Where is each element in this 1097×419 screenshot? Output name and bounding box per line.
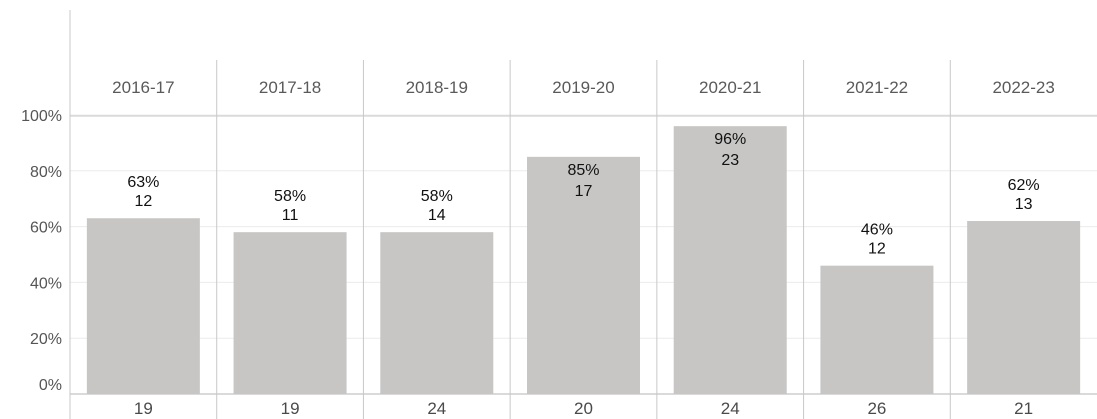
column-total: 24 [427, 399, 446, 418]
column-header: 2019-20 [552, 78, 614, 97]
bar-percent-label: 63% [127, 174, 159, 191]
column-header: 2022-23 [992, 78, 1054, 97]
column-total: 19 [281, 399, 300, 418]
y-tick-label: 100% [21, 108, 62, 125]
column-header: 2018-19 [406, 78, 468, 97]
bar-count-label: 13 [1015, 196, 1033, 213]
bar-count-label: 14 [428, 207, 446, 224]
y-tick-label: 0% [39, 377, 62, 394]
y-tick-label: 80% [30, 164, 62, 181]
column-total: 19 [134, 399, 153, 418]
column-header: 2021-22 [846, 78, 908, 97]
bar-count-label: 12 [868, 241, 886, 258]
bar-percent-label: 85% [567, 162, 599, 179]
bar-percent-label: 46% [861, 222, 893, 239]
bar [380, 232, 494, 394]
bars [86, 126, 1081, 394]
y-tick-label: 60% [30, 220, 62, 237]
bar-count-label: 11 [282, 207, 299, 224]
column-header: 2020-21 [699, 78, 761, 97]
bar [820, 265, 934, 394]
column-header: 2017-18 [259, 78, 321, 97]
bar-percent-label: 58% [274, 188, 306, 205]
bar [527, 156, 640, 394]
column-header: 2016-17 [112, 78, 174, 97]
bar [967, 221, 1081, 394]
bar-percent-label: 58% [421, 188, 453, 205]
column-total: 24 [721, 399, 740, 418]
column-total: 20 [574, 399, 593, 418]
column-total: 21 [1014, 399, 1033, 418]
bar-percent-label: 96% [714, 131, 746, 148]
column-total: 26 [867, 399, 886, 418]
bar [86, 218, 200, 394]
y-tick-label: 20% [30, 331, 62, 348]
bar-count-label: 12 [134, 193, 152, 210]
bar-count-label: 23 [721, 152, 739, 169]
bar [673, 126, 787, 394]
bar-percent-label: 62% [1008, 177, 1040, 194]
chart-frame [69, 10, 1097, 419]
y-tick-label: 40% [30, 275, 62, 292]
data-labels: 63% 12 58% 11 58% 14 85% 17 96% 23 46% 12 62% 13 [127, 131, 1039, 258]
bar-count-label: 17 [575, 183, 593, 200]
axis-labels: 0% 20% 40% 60% 80% 100% 2016-17 19 2017-18 19 2018… [21, 78, 1055, 418]
bar [233, 232, 347, 394]
